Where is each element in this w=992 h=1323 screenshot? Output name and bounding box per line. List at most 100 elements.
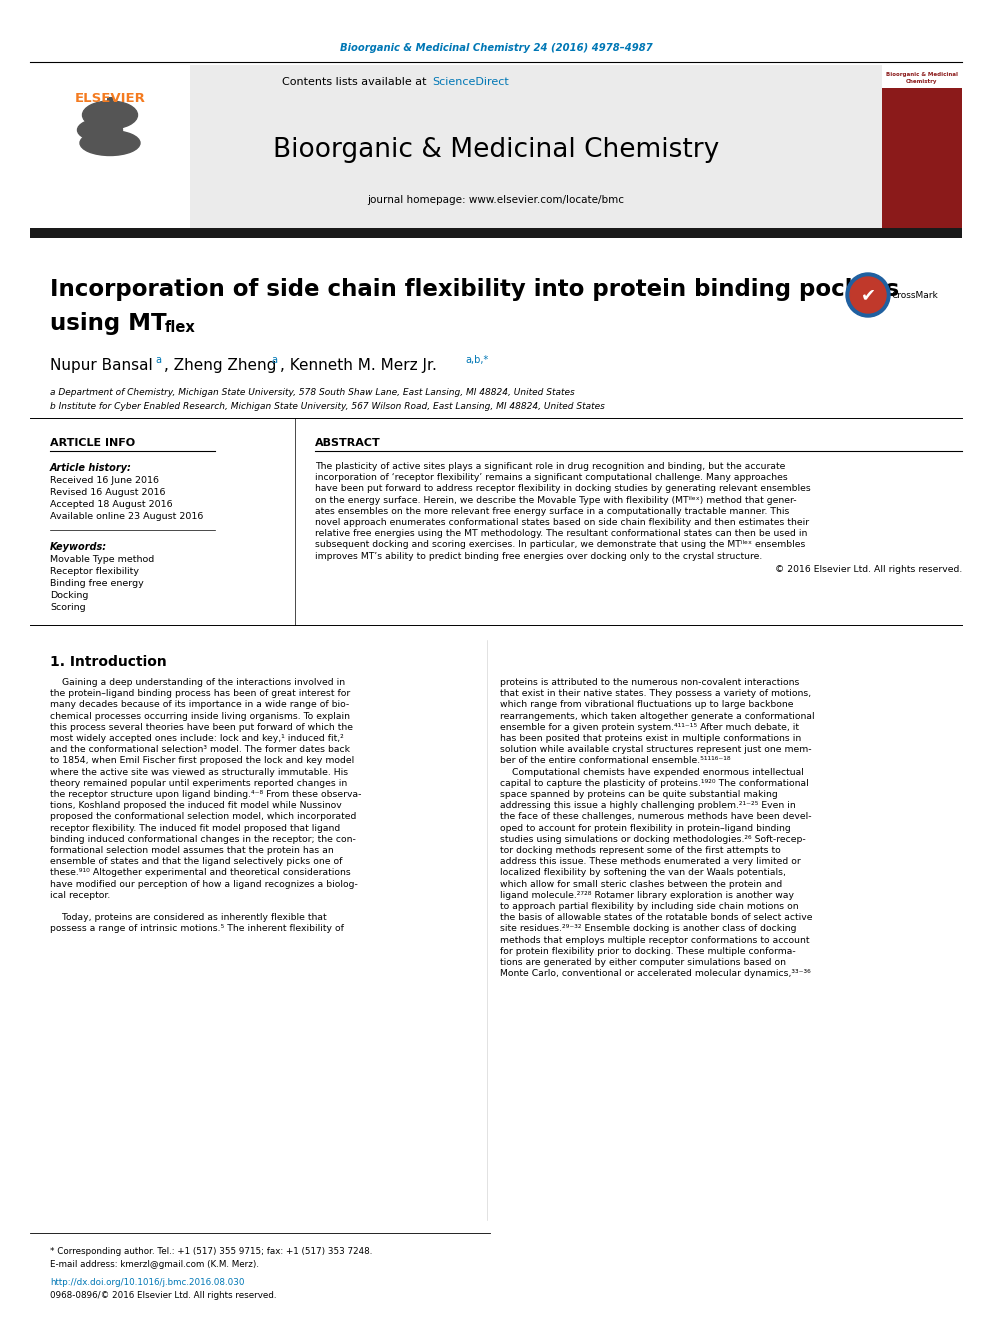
Text: methods that employs multiple receptor conformations to account: methods that employs multiple receptor c… [500, 935, 809, 945]
Text: to approach partial flexibility by including side chain motions on: to approach partial flexibility by inclu… [500, 902, 799, 912]
Text: ELSEVIER: ELSEVIER [74, 91, 146, 105]
Text: 0968-0896/© 2016 Elsevier Ltd. All rights reserved.: 0968-0896/© 2016 Elsevier Ltd. All right… [50, 1291, 277, 1301]
Text: ensemble for a given protein system.⁴¹¹⁻¹⁵ After much debate, it: ensemble for a given protein system.⁴¹¹⁻… [500, 722, 799, 732]
Text: Bioorganic & Medicinal
Chemistry: Bioorganic & Medicinal Chemistry [886, 73, 958, 83]
Text: capital to capture the plasticity of proteins.¹⁹²⁰ The conformational: capital to capture the plasticity of pro… [500, 779, 808, 787]
Text: formational selection model assumes that the protein has an: formational selection model assumes that… [50, 845, 333, 855]
Text: Movable Type method: Movable Type method [50, 556, 154, 564]
Text: most widely accepted ones include: lock and key,¹ induced fit,²: most widely accepted ones include: lock … [50, 734, 344, 744]
Text: Receptor flexibility: Receptor flexibility [50, 568, 139, 576]
Text: Scoring: Scoring [50, 603, 85, 613]
Text: solution while available crystal structures represent just one mem-: solution while available crystal structu… [500, 745, 811, 754]
Text: theory remained popular until experiments reported changes in: theory remained popular until experiment… [50, 779, 347, 787]
Text: rearrangements, which taken altogether generate a conformational: rearrangements, which taken altogether g… [500, 712, 814, 721]
Text: the receptor structure upon ligand binding.⁴⁻⁸ From these observa-: the receptor structure upon ligand bindi… [50, 790, 361, 799]
Text: Revised 16 August 2016: Revised 16 August 2016 [50, 488, 166, 497]
Text: ber of the entire conformational ensemble.⁵¹¹¹⁶⁻¹⁸: ber of the entire conformational ensembl… [500, 757, 731, 766]
Text: improves MT’s ability to predict binding free energies over docking only to the : improves MT’s ability to predict binding… [315, 552, 762, 561]
Text: Gaining a deep understanding of the interactions involved in: Gaining a deep understanding of the inte… [50, 677, 345, 687]
Text: © 2016 Elsevier Ltd. All rights reserved.: © 2016 Elsevier Ltd. All rights reserved… [775, 565, 962, 574]
Text: a: a [271, 355, 277, 365]
Text: ABSTRACT: ABSTRACT [315, 438, 381, 448]
Text: many decades because of its importance in a wide range of bio-: many decades because of its importance i… [50, 700, 349, 709]
Ellipse shape [82, 101, 138, 130]
Text: Today, proteins are considered as inherently flexible that: Today, proteins are considered as inhere… [50, 913, 326, 922]
Text: tions, Koshland proposed the induced fit model while Nussinov: tions, Koshland proposed the induced fit… [50, 802, 342, 810]
Text: subsequent docking and scoring exercises. In particular, we demonstrate that usi: subsequent docking and scoring exercises… [315, 540, 806, 549]
Text: Incorporation of side chain flexibility into protein binding pockets: Incorporation of side chain flexibility … [50, 278, 900, 302]
Text: Available online 23 August 2016: Available online 23 August 2016 [50, 512, 203, 521]
Text: Received 16 June 2016: Received 16 June 2016 [50, 476, 159, 486]
Circle shape [850, 277, 886, 314]
Text: site residues.²⁹⁻³² Ensemble docking is another class of docking: site residues.²⁹⁻³² Ensemble docking is … [500, 925, 797, 934]
Text: Computational chemists have expended enormous intellectual: Computational chemists have expended eno… [500, 767, 804, 777]
Text: proteins is attributed to the numerous non-covalent interactions: proteins is attributed to the numerous n… [500, 677, 800, 687]
Text: * Corresponding author. Tel.: +1 (517) 355 9715; fax: +1 (517) 353 7248.: * Corresponding author. Tel.: +1 (517) 3… [50, 1248, 372, 1256]
Text: ARTICLE INFO: ARTICLE INFO [50, 438, 135, 448]
Text: the protein–ligand binding process has been of great interest for: the protein–ligand binding process has b… [50, 689, 350, 699]
Text: space spanned by proteins can be quite substantial making: space spanned by proteins can be quite s… [500, 790, 778, 799]
Text: for protein flexibility prior to docking. These multiple conforma-: for protein flexibility prior to docking… [500, 947, 796, 955]
Text: ✔: ✔ [860, 286, 876, 304]
Text: Bioorganic & Medicinal Chemistry: Bioorganic & Medicinal Chemistry [273, 138, 719, 163]
Text: ical receptor.: ical receptor. [50, 890, 110, 900]
FancyBboxPatch shape [882, 65, 962, 230]
Text: Docking: Docking [50, 591, 88, 601]
FancyBboxPatch shape [882, 65, 962, 89]
Text: incorporation of ‘receptor flexibility’ remains a significant computational chal: incorporation of ‘receptor flexibility’ … [315, 474, 788, 482]
Text: which range from vibrational fluctuations up to large backbone: which range from vibrational fluctuation… [500, 700, 794, 709]
Text: a Department of Chemistry, Michigan State University, 578 South Shaw Lane, East : a Department of Chemistry, Michigan Stat… [50, 388, 574, 397]
Text: these.⁹¹⁰ Altogether experimental and theoretical considerations: these.⁹¹⁰ Altogether experimental and th… [50, 868, 351, 877]
FancyBboxPatch shape [107, 97, 113, 115]
Text: , Kenneth M. Merz Jr.: , Kenneth M. Merz Jr. [280, 359, 436, 373]
Text: CrossMark: CrossMark [892, 291, 938, 299]
Text: Bioorganic & Medicinal Chemistry 24 (2016) 4978–4987: Bioorganic & Medicinal Chemistry 24 (201… [339, 44, 653, 53]
Text: on the energy surface. Herein, we describe the Movable Type with flexibility (MT: on the energy surface. Herein, we descri… [315, 496, 797, 504]
Text: studies using simulations or docking methodologies.²⁶ Soft-recep-: studies using simulations or docking met… [500, 835, 806, 844]
Text: relative free energies using the MT methodology. The resultant conformational st: relative free energies using the MT meth… [315, 529, 807, 538]
Text: addressing this issue a highly challenging problem.²¹⁻²⁵ Even in: addressing this issue a highly challengi… [500, 802, 796, 810]
Text: ligand molecule.²⁷²⁸ Rotamer library exploration is another way: ligand molecule.²⁷²⁸ Rotamer library exp… [500, 890, 794, 900]
Text: The plasticity of active sites plays a significant role in drug recognition and : The plasticity of active sites plays a s… [315, 462, 786, 471]
Text: oped to account for protein flexibility in protein–ligand binding: oped to account for protein flexibility … [500, 824, 791, 832]
Text: using MT: using MT [50, 312, 167, 335]
Text: possess a range of intrinsic motions.⁵ The inherent flexibility of: possess a range of intrinsic motions.⁵ T… [50, 925, 344, 934]
Circle shape [846, 273, 890, 318]
Text: and the conformational selection³ model. The former dates back: and the conformational selection³ model.… [50, 745, 350, 754]
Ellipse shape [77, 119, 122, 142]
Text: Accepted 18 August 2016: Accepted 18 August 2016 [50, 500, 173, 509]
Text: localized flexibility by softening the van der Waals potentials,: localized flexibility by softening the v… [500, 868, 786, 877]
Text: b Institute for Cyber Enabled Research, Michigan State University, 567 Wilson Ro: b Institute for Cyber Enabled Research, … [50, 402, 605, 411]
Text: tions are generated by either computer simulations based on: tions are generated by either computer s… [500, 958, 786, 967]
Text: ensemble of states and that the ligand selectively picks one of: ensemble of states and that the ligand s… [50, 857, 342, 867]
Text: address this issue. These methods enumerated a very limited or: address this issue. These methods enumer… [500, 857, 801, 867]
Text: to 1854, when Emil Fischer first proposed the lock and key model: to 1854, when Emil Fischer first propose… [50, 757, 354, 766]
Text: a: a [155, 355, 161, 365]
Text: receptor flexibility. The induced fit model proposed that ligand: receptor flexibility. The induced fit mo… [50, 824, 340, 832]
Text: a,b,*: a,b,* [465, 355, 488, 365]
Text: novel approach enumerates conformational states based on side chain flexibility : novel approach enumerates conformational… [315, 519, 809, 527]
FancyBboxPatch shape [30, 65, 962, 230]
Text: Nupur Bansal: Nupur Bansal [50, 359, 153, 373]
Text: tor docking methods represent some of the first attempts to: tor docking methods represent some of th… [500, 845, 781, 855]
Text: has been posited that proteins exist in multiple conformations in: has been posited that proteins exist in … [500, 734, 802, 744]
Text: binding induced conformational changes in the receptor; the con-: binding induced conformational changes i… [50, 835, 356, 844]
Text: this process several theories have been put forward of which the: this process several theories have been … [50, 722, 353, 732]
Text: http://dx.doi.org/10.1016/j.bmc.2016.08.030: http://dx.doi.org/10.1016/j.bmc.2016.08.… [50, 1278, 244, 1287]
Text: journal homepage: www.elsevier.com/locate/bmc: journal homepage: www.elsevier.com/locat… [367, 194, 625, 205]
FancyBboxPatch shape [30, 65, 190, 230]
FancyBboxPatch shape [30, 228, 962, 238]
Text: proposed the conformational selection model, which incorporated: proposed the conformational selection mo… [50, 812, 356, 822]
Text: where the active site was viewed as structurally immutable. His: where the active site was viewed as stru… [50, 767, 348, 777]
Text: Monte Carlo, conventional or accelerated molecular dynamics,³³⁻³⁶: Monte Carlo, conventional or accelerated… [500, 970, 810, 978]
Text: ates ensembles on the more relevant free energy surface in a computationally tra: ates ensembles on the more relevant free… [315, 507, 790, 516]
Text: ScienceDirect: ScienceDirect [432, 77, 509, 87]
Text: Binding free energy: Binding free energy [50, 579, 144, 587]
Text: chemical processes occurring inside living organisms. To explain: chemical processes occurring inside livi… [50, 712, 350, 721]
Text: the face of these challenges, numerous methods have been devel-: the face of these challenges, numerous m… [500, 812, 811, 822]
Text: flex: flex [165, 320, 195, 335]
Text: Article history:: Article history: [50, 463, 132, 474]
Text: 1. Introduction: 1. Introduction [50, 655, 167, 669]
Text: , Zheng Zheng: , Zheng Zheng [164, 359, 277, 373]
Text: E-mail address: kmerzl@gmail.com (K.M. Merz).: E-mail address: kmerzl@gmail.com (K.M. M… [50, 1259, 259, 1269]
